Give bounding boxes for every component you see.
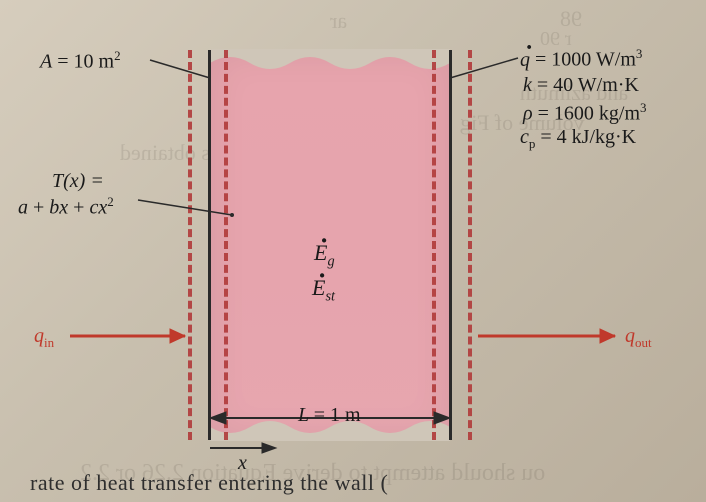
label-k: k = 40 W/m·K [523, 74, 639, 97]
label-T-profile-line2: a + bx + cx2 [18, 194, 114, 220]
label-L: L = 1 m [298, 404, 361, 427]
bottom-cropped-text: rate of heat transfer entering the wall … [0, 470, 706, 502]
label-qdot: q = 1000 W/m3 [520, 46, 642, 72]
plane-wall-region: Eg Est [210, 50, 450, 440]
label-E-stored: Est [312, 275, 335, 305]
label-T-profile-line1: T(x) = [52, 170, 104, 193]
dashed-line [224, 50, 228, 440]
wall-left [208, 50, 211, 440]
ghost-text: 98 [560, 6, 582, 32]
leader-area [150, 60, 210, 78]
label-area: A = 10 m2 [40, 48, 121, 74]
dashed-line [188, 50, 192, 440]
dashed-line [468, 50, 472, 440]
leader-props [450, 58, 518, 78]
label-q-in: qin [34, 325, 54, 351]
arrow-q-out [478, 329, 615, 343]
arrow-q-in [70, 329, 185, 343]
label-q-out: qout [625, 325, 652, 351]
diagram-page: ar 98 r 90 and azimuth volume of Fig of … [0, 0, 706, 502]
wall-right [449, 50, 452, 440]
ghost-text: ar [330, 8, 347, 34]
label-rho: ρ = 1600 kg/m3 [523, 100, 647, 126]
dashed-line [432, 50, 436, 440]
label-cp: cp = 4 kJ/kg·K [520, 126, 636, 152]
